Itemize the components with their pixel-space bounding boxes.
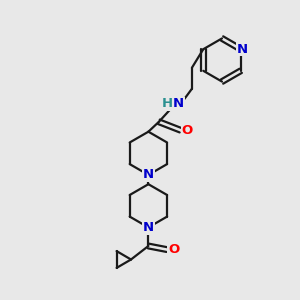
Text: O: O [182,124,193,137]
Text: O: O [168,243,179,256]
Text: N: N [237,43,248,56]
Text: N: N [173,97,184,110]
Text: H: H [161,97,172,110]
Text: N: N [143,221,154,234]
Text: N: N [143,168,154,182]
